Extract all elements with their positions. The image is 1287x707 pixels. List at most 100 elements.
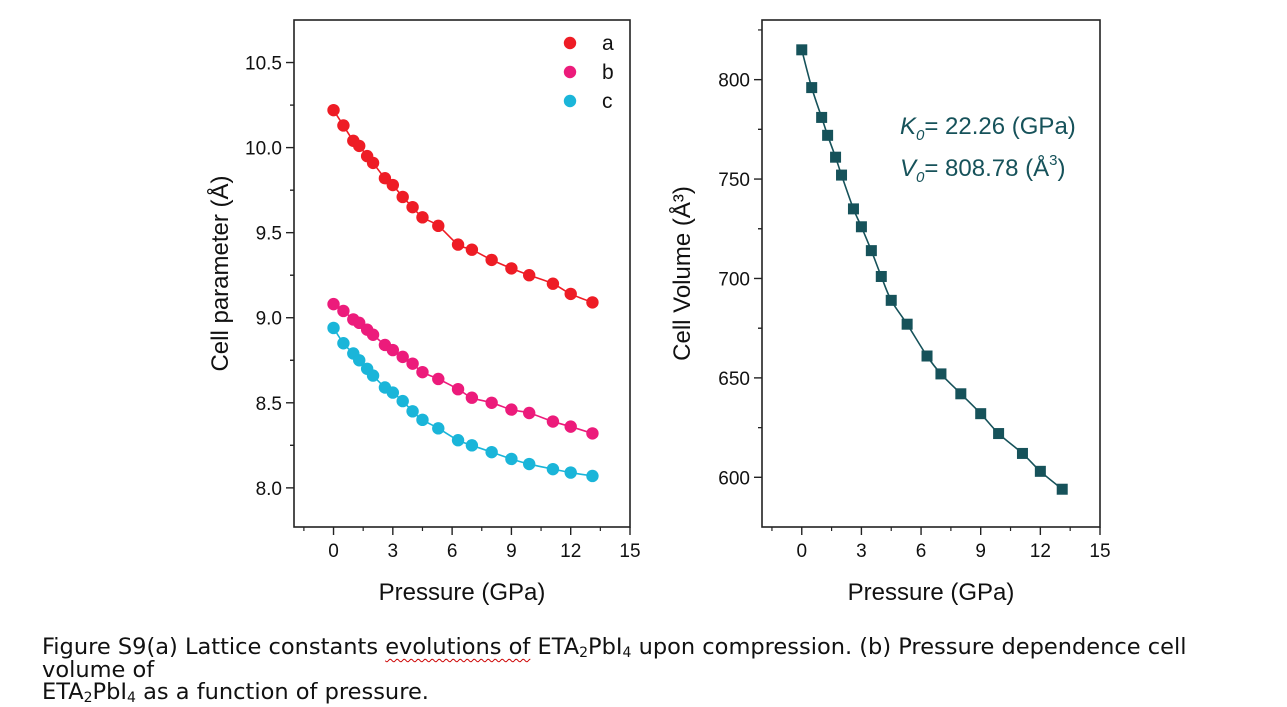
caption-formula: PbI	[92, 679, 128, 705]
data-point-b	[337, 304, 350, 318]
annotation-v-close: )	[1057, 155, 1065, 182]
data-point-b	[485, 396, 498, 410]
data-point-b	[396, 350, 409, 364]
data-point-b	[523, 406, 536, 420]
y-tick-label: 650	[718, 369, 750, 390]
data-point-a	[546, 277, 560, 290]
data-point-c	[406, 405, 419, 418]
x-tick-label: 9	[506, 541, 517, 562]
legend-label-b: b	[602, 61, 614, 84]
data-point-c	[396, 394, 409, 408]
annotation-v-value: = 808.78 (Å	[924, 154, 1049, 182]
caption-formula: ETA	[537, 634, 580, 660]
annotation-bulk-modulus: K0= 22.26 (GPa)	[900, 113, 1076, 144]
annotation-k-symbol: K	[900, 113, 917, 140]
data-point-b	[432, 372, 445, 386]
caption-subscript: 4	[127, 690, 136, 706]
data-point-volume	[1016, 447, 1028, 459]
x-tick-label: 15	[1089, 541, 1110, 562]
legend-marker-a	[563, 36, 577, 50]
data-point-c	[353, 354, 366, 367]
data-point-c	[386, 386, 400, 399]
data-point-c	[485, 445, 498, 459]
y-tick-label: 750	[718, 170, 750, 191]
data-point-a	[416, 211, 429, 224]
data-point-volume	[836, 169, 848, 181]
data-point-volume	[921, 350, 933, 362]
caption-subscript: 2	[579, 645, 589, 661]
chart-cell-volume: 0 3 6 9 12 15 600 650 700 750 800 Pressure (GPa) Cel…	[668, 19, 1111, 606]
x-tick-label: 0	[796, 541, 807, 562]
x-tick-label: 12	[560, 541, 581, 562]
y-tick-label: 10.5	[245, 54, 282, 75]
y-tick-label: 700	[718, 269, 750, 290]
figure-caption-line-1: Figure S9(a) Lattice constants evolution…	[42, 636, 1262, 681]
x-tick-label: 9	[975, 541, 986, 562]
data-point-b	[451, 382, 465, 396]
data-point-c	[451, 434, 465, 447]
annotation-k-value: = 22.26 (GPa)	[924, 113, 1075, 140]
data-point-volume	[806, 82, 818, 94]
chart-lattice-constants: 0 3 6 9 12 15 8.0 8.5 9.0 9.5 10.0 10.5 Pressure (GP…	[206, 19, 641, 606]
data-point-volume	[955, 388, 967, 400]
data-point-a	[432, 219, 445, 233]
data-point-volume	[816, 111, 828, 123]
y-tick-label: 9.5	[256, 224, 282, 245]
caption-text-spellcheck: evolutions of	[385, 634, 531, 660]
data-point-c	[523, 457, 536, 471]
y-tick-label: 9.0	[256, 309, 282, 330]
plot-frame	[761, 19, 1101, 528]
data-point-c	[546, 462, 560, 476]
caption-formula: ETA	[42, 679, 84, 705]
data-point-volume	[855, 221, 867, 233]
data-point-a	[327, 103, 340, 117]
data-point-c	[366, 369, 380, 382]
data-point-c	[564, 466, 577, 479]
data-point-a	[465, 243, 479, 256]
caption-formula: PbI	[588, 634, 623, 660]
data-point-volume	[1056, 483, 1068, 495]
annotation-volume: V0= 808.78 (Å3)	[900, 152, 1065, 186]
y-axis-label: Cell Volume (Å³)	[668, 186, 696, 361]
data-point-c	[337, 337, 350, 350]
data-point-volume	[865, 245, 877, 257]
data-point-volume	[993, 428, 1005, 440]
legend-label-a: a	[602, 32, 614, 55]
data-point-volume	[935, 368, 947, 380]
data-point-volume	[822, 129, 834, 141]
data-point-a	[523, 269, 536, 282]
data-point-b	[366, 328, 380, 341]
fit-line-c	[332, 327, 593, 477]
caption-subscript: 4	[622, 645, 632, 661]
data-point-a	[406, 200, 419, 214]
y-tick-label: 8.0	[256, 479, 282, 500]
data-point-c	[465, 439, 479, 452]
data-point-a	[386, 178, 400, 192]
x-tick-label: 6	[447, 541, 458, 562]
data-point-b	[505, 403, 518, 416]
caption-text: upon compression. (b) Pressure dependenc…	[42, 634, 1187, 683]
x-tick-label: 15	[619, 541, 640, 562]
data-point-a	[337, 119, 350, 132]
plot-frame	[293, 19, 631, 528]
data-point-b	[546, 415, 560, 428]
y-tick-label: 800	[718, 71, 750, 92]
x-tick-label: 3	[388, 541, 399, 562]
data-point-b	[416, 365, 429, 379]
annotation-v-superscript: 3	[1049, 152, 1057, 169]
data-point-a	[396, 190, 409, 204]
legend-marker-b	[563, 65, 577, 79]
figure-caption-line-2: ETA2PbI4 as a function of pressure.	[42, 679, 1262, 706]
data-point-c	[327, 321, 340, 335]
legend-label-c: c	[602, 90, 613, 113]
data-point-b	[586, 427, 599, 440]
data-point-volume	[847, 203, 859, 215]
caption-text: as a function of pressure.	[135, 679, 429, 705]
data-point-a	[564, 287, 577, 301]
y-axis-label: Cell parameter (Å)	[206, 175, 234, 371]
legend-marker-c	[563, 94, 577, 108]
y-tick-label: 600	[718, 468, 750, 489]
caption-subscript: 2	[83, 690, 93, 706]
x-tick-label: 3	[856, 541, 867, 562]
data-point-c	[416, 413, 429, 427]
